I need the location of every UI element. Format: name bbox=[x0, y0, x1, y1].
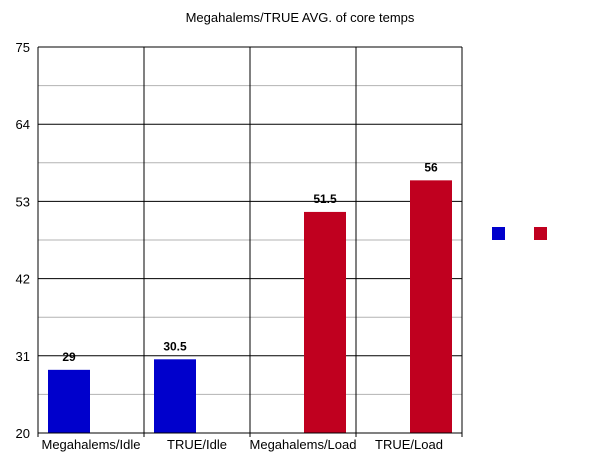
x-axis-ticks: Megahalems/Idle TRUE/Idle Megahalems/Load T… bbox=[42, 437, 443, 452]
legend-swatch-1 bbox=[534, 227, 547, 240]
grid-lines bbox=[37, 46, 463, 434]
bar-2 bbox=[304, 211, 346, 433]
axes bbox=[37, 47, 463, 437]
bar-1 bbox=[154, 359, 196, 433]
y-tick-label-3: 53 bbox=[16, 194, 30, 209]
data-label-0: 29 bbox=[62, 350, 76, 364]
y-tick-label-2: 42 bbox=[16, 272, 30, 287]
bar-3 bbox=[410, 180, 452, 433]
bars bbox=[48, 180, 452, 433]
x-tick-label-1: TRUE/Idle bbox=[167, 437, 227, 452]
data-label-1: 30.5 bbox=[163, 339, 187, 353]
y-tick-label-4: 64 bbox=[16, 117, 30, 132]
x-tick-label-0: Megahalems/Idle bbox=[42, 437, 141, 452]
x-tick-label-3: TRUE/Load bbox=[375, 437, 443, 452]
y-tick-label-5: 75 bbox=[16, 40, 30, 55]
data-label-3: 56 bbox=[424, 160, 438, 174]
x-tick-label-2: Megahalems/Load bbox=[250, 437, 357, 452]
bar-0 bbox=[48, 369, 90, 433]
y-axis-ticks: 20 31 42 53 64 75 bbox=[16, 40, 30, 441]
data-labels: 29 30.5 51.5 56 bbox=[62, 160, 438, 363]
y-tick-label-1: 31 bbox=[16, 349, 30, 364]
chart-title: Megahalems/TRUE AVG. of core temps bbox=[186, 10, 415, 25]
data-label-2: 51.5 bbox=[313, 192, 337, 206]
legend bbox=[492, 227, 547, 240]
legend-swatch-0 bbox=[492, 227, 505, 240]
y-tick-label-0: 20 bbox=[16, 426, 30, 441]
